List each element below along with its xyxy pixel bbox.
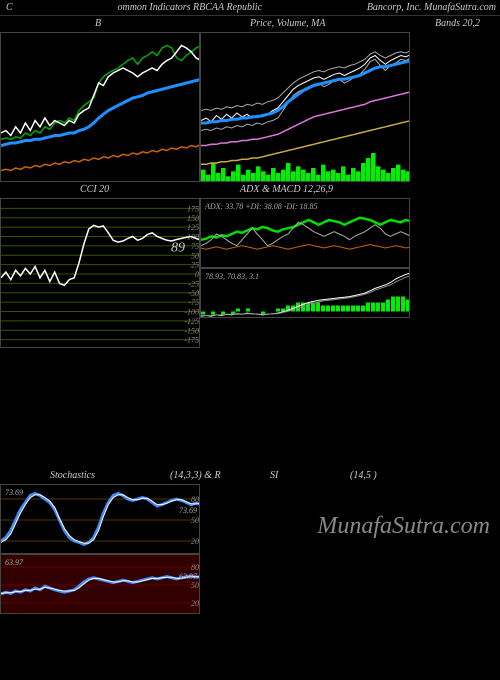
page-header: C ommon Indicators RBCAA Republic Bancor… — [0, 0, 500, 16]
title-bands: Bands 20,2 — [435, 18, 480, 29]
svg-text:63.97: 63.97 — [5, 558, 24, 567]
title-cci: CCI 20 — [80, 184, 109, 195]
title-bb: B — [95, 18, 101, 29]
title-stoch: Stochastics — [50, 470, 95, 481]
cci-panel: 1751501251007550250-25-50-75-100-125-150… — [0, 198, 200, 348]
svg-text:50: 50 — [191, 251, 199, 260]
header-center: ommon Indicators RBCAA Republic — [117, 2, 262, 13]
svg-text:25: 25 — [191, 261, 199, 270]
svg-text:-75: -75 — [188, 298, 199, 307]
svg-text:-50: -50 — [188, 289, 199, 298]
macd-panel: 78.93, 70.83, 3.1 — [200, 268, 410, 318]
svg-text:-125: -125 — [184, 317, 199, 326]
title-adx-macd: ADX & MACD 12,26,9 — [240, 184, 333, 195]
svg-text:75: 75 — [191, 242, 199, 251]
title-rsi: SI — [270, 470, 278, 481]
svg-text:-175: -175 — [184, 336, 199, 345]
header-right: Bancorp, Inc. MunafaSutra.com — [367, 2, 496, 13]
svg-text:150: 150 — [187, 214, 199, 223]
title-rsi-params: (14,5 ) — [350, 470, 377, 481]
svg-text:-25: -25 — [188, 279, 199, 288]
svg-text:-150: -150 — [184, 326, 199, 335]
title-row-3: Stochastics (14,3,3) & R SI (14,5 ) — [0, 468, 500, 484]
title-stoch-params: (14,3,3) & R — [170, 470, 221, 481]
stochastics-panel: 80502073.6973.69 — [0, 484, 200, 554]
svg-text:175: 175 — [187, 204, 199, 213]
rsi-panel: 80 50 20 63.97 63.97 — [0, 554, 200, 614]
svg-text:125: 125 — [187, 223, 199, 232]
adx-panel: ADX: 33.78 +DI: 38.08 -DI: 18.85 — [200, 198, 410, 268]
title-row-2: CCI 20 ADX & MACD 12,26,9 — [0, 182, 500, 198]
svg-text:ADX: 33.78 +DI: 38.08 -DI:: ADX: 33.78 +DI: 38.08 -DI: 18.85 — [204, 202, 318, 211]
svg-text:50: 50 — [191, 516, 199, 525]
svg-text:20: 20 — [191, 537, 199, 546]
svg-text:89: 89 — [171, 241, 185, 256]
svg-text:63.97: 63.97 — [179, 572, 198, 581]
price-panel — [200, 32, 410, 182]
bollinger-panel — [0, 32, 200, 182]
title-row-1: B Price, Volume, MA Bands 20,2 — [0, 16, 500, 32]
svg-text:0: 0 — [195, 270, 199, 279]
header-left: C — [6, 2, 13, 13]
svg-text:20: 20 — [191, 599, 199, 608]
svg-text:78.93, 70.83, 3.1: 78.93, 70.83, 3.1 — [205, 272, 259, 281]
svg-text:73.69: 73.69 — [179, 506, 197, 515]
svg-text:50: 50 — [191, 581, 199, 590]
svg-text:73.69: 73.69 — [5, 488, 23, 497]
svg-text:-100: -100 — [184, 308, 199, 317]
title-price: Price, Volume, MA — [250, 18, 326, 29]
watermark: MunafaSutra.com — [317, 513, 490, 540]
svg-text:80: 80 — [191, 563, 199, 572]
